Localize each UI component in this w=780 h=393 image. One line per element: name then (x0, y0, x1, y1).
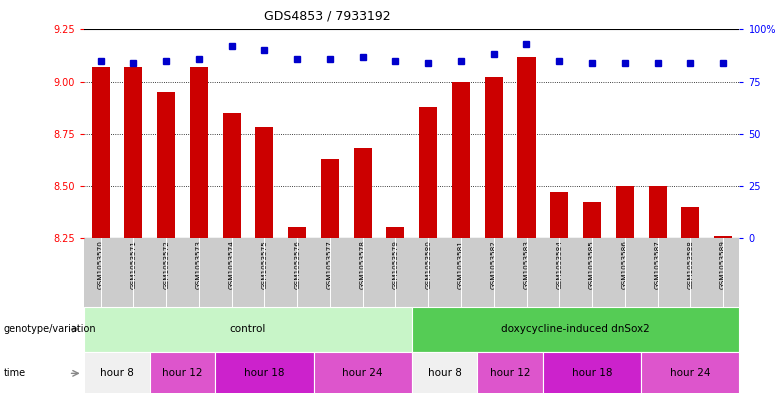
Text: hour 18: hour 18 (244, 368, 285, 378)
Text: control: control (230, 324, 266, 334)
Text: genotype/variation: genotype/variation (4, 324, 97, 334)
Text: hour 8: hour 8 (100, 368, 134, 378)
Bar (714, 236, 732, 238)
Text: hour 18: hour 18 (572, 368, 612, 378)
Bar (157, 92, 176, 238)
Text: hour 24: hour 24 (342, 368, 383, 378)
Bar (583, 202, 601, 238)
Bar (353, 148, 372, 238)
Bar (452, 81, 470, 238)
Bar (517, 57, 536, 238)
Text: time: time (4, 368, 26, 378)
Bar (419, 107, 438, 238)
Bar (91, 67, 110, 238)
Text: GDS4853 / 7933192: GDS4853 / 7933192 (264, 10, 391, 23)
Bar (648, 185, 667, 238)
Bar (386, 227, 405, 238)
Bar (124, 67, 143, 238)
Bar (550, 192, 569, 238)
Text: hour 12: hour 12 (490, 368, 530, 378)
Text: hour 12: hour 12 (162, 368, 203, 378)
Bar (255, 127, 274, 238)
Bar (321, 159, 339, 238)
Bar (190, 67, 208, 238)
Text: doxycycline-induced dnSox2: doxycycline-induced dnSox2 (502, 324, 650, 334)
Bar (681, 206, 700, 238)
Bar (484, 77, 503, 238)
Text: hour 8: hour 8 (427, 368, 462, 378)
Text: hour 24: hour 24 (670, 368, 711, 378)
Bar (222, 113, 241, 238)
Bar (615, 185, 634, 238)
Bar (288, 227, 307, 238)
